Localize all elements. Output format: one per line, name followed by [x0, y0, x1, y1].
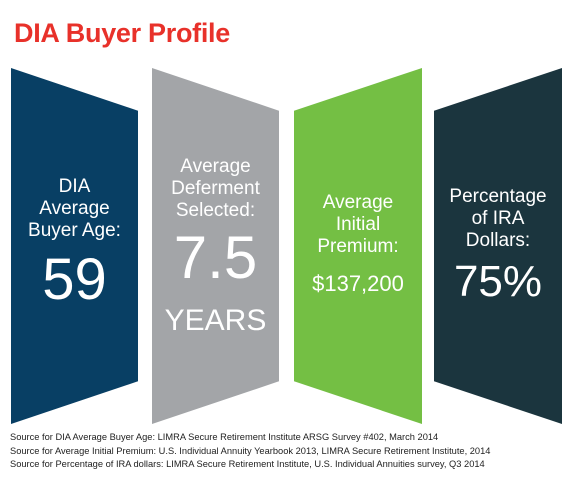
ira-dollars-panel: Percentage of IRA Dollars: 75%: [434, 68, 562, 424]
deferment-panel: Average Deferment Selected: 7.5 YEARS: [152, 68, 279, 424]
buyer-age-value: 59: [42, 247, 107, 312]
buyer-age-label: DIA Average Buyer Age:: [28, 176, 121, 241]
ira-dollars-value: 75%: [453, 257, 543, 306]
deferment-unit: YEARS: [164, 304, 267, 337]
deferment-label: Average Deferment Selected:: [171, 156, 260, 221]
initial-premium-value: $137,200: [312, 271, 404, 296]
source-line: Source for Average Initial Premium: U.S.…: [10, 445, 491, 456]
sources-footnote: Source for DIA Average Buyer Age: LIMRA …: [10, 431, 490, 472]
initial-premium-label: Average Initial Premium:: [317, 192, 399, 257]
initial-premium-panel: Average Initial Premium: $137,200: [294, 68, 422, 424]
buyer-age-panel: DIA Average Buyer Age: 59: [11, 68, 138, 424]
page-title: DIA Buyer Profile: [14, 18, 230, 48]
deferment-value: 7.5: [173, 224, 258, 291]
ira-dollars-label: Percentage of IRA Dollars:: [449, 186, 547, 251]
source-line: Source for DIA Average Buyer Age: LIMRA …: [10, 432, 439, 442]
source-line: Source for Percentage of IRA dollars: LI…: [10, 459, 485, 469]
